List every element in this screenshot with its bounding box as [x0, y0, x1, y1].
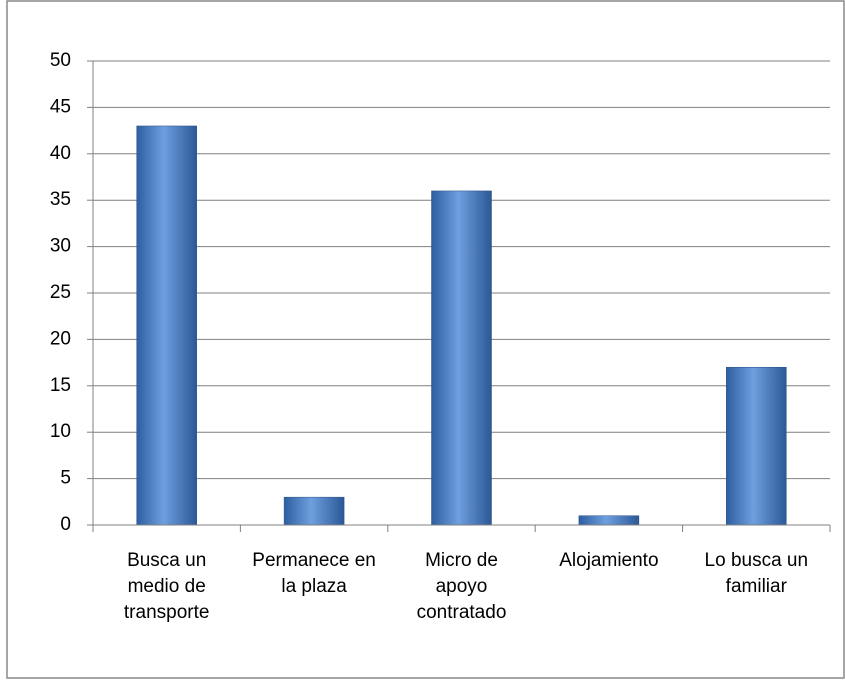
bar — [578, 515, 640, 526]
y-tick-label: 30 — [50, 236, 71, 257]
x-tick-label: Busca un medio de transporte — [123, 550, 210, 623]
bar — [431, 190, 492, 526]
y-tick-label: 50 — [50, 50, 71, 71]
x-tick-label: Lo busca un familiar — [704, 550, 809, 597]
y-tick-label: 15 — [50, 375, 71, 396]
y-tick-label: 0 — [60, 514, 71, 535]
x-tick-label: Alojamiento — [559, 550, 659, 571]
bar — [136, 125, 197, 526]
y-tick-label: 10 — [50, 421, 71, 442]
y-tick-label: 25 — [50, 282, 71, 303]
bar — [726, 366, 787, 526]
y-tick-label: 40 — [50, 143, 71, 164]
y-tick-label: 45 — [50, 96, 71, 117]
chart-border — [6, 0, 845, 679]
y-tick-label: 20 — [50, 328, 71, 349]
bar — [283, 496, 345, 526]
x-tick-label: Permanece en la plaza — [252, 550, 376, 597]
y-tick-label: 5 — [60, 468, 71, 489]
y-tick-label: 35 — [50, 189, 71, 210]
x-tick-label: Micro de apoyo contratado — [416, 550, 507, 623]
